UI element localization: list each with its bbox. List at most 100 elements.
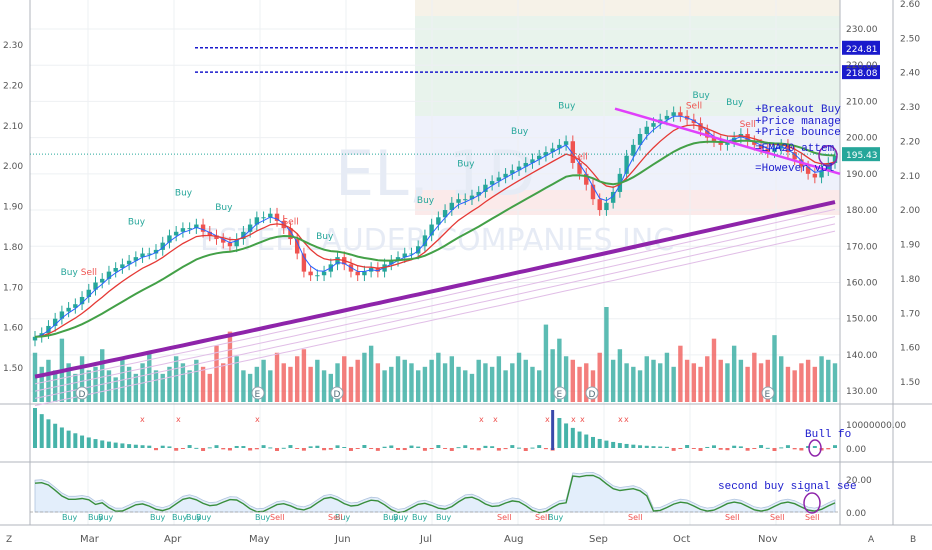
corner-letter: Z: [6, 535, 12, 545]
volume-bar: [315, 359, 320, 402]
indicator1-bar: [631, 444, 636, 448]
volume-bar: [375, 363, 381, 402]
price-axis-tick: 190.00: [846, 170, 878, 180]
price-axis-tick: 210.00: [846, 97, 878, 107]
volume-bar: [73, 373, 78, 402]
sell-marker: x: [493, 415, 498, 424]
volume-bar: [779, 356, 784, 402]
volume-bar: [294, 356, 300, 402]
indicator1-bar: [443, 448, 448, 449]
candle-body: [449, 202, 455, 211]
indicator1-bar: [328, 448, 333, 450]
indicator1-bar: [738, 446, 743, 448]
price-axis-tick: 180.00: [846, 206, 878, 216]
candle-body: [254, 217, 260, 225]
volume-bar: [52, 370, 58, 402]
month-tick: Aug: [504, 534, 524, 545]
ribbon-line: [34, 223, 836, 399]
indicator1-bar: [73, 433, 78, 448]
indicator1-bar: [127, 444, 132, 448]
indicator1-annotation: Bull fo: [805, 429, 851, 441]
candle-body: [241, 231, 246, 240]
candle-body: [577, 162, 582, 174]
indicator1-bar: [147, 445, 152, 448]
indicator1-bar: [100, 440, 105, 448]
candle-body: [610, 191, 616, 203]
candle-body: [153, 249, 159, 254]
month-tick: Nov: [758, 534, 778, 545]
volume-bar: [476, 359, 481, 402]
event-marker-circle: [585, 386, 599, 400]
volume-bar: [684, 359, 690, 402]
outer-axis-tick: 1.90: [900, 241, 920, 251]
candle-body: [227, 242, 233, 247]
volume-bar: [402, 359, 407, 402]
sell-marker: x: [140, 415, 145, 424]
candle-body: [792, 152, 797, 160]
axis-mode-letter: B: [910, 535, 916, 545]
sell-label-indicator2: Sell: [770, 513, 784, 522]
outer-axis-tick: 2.60: [900, 0, 920, 10]
price-badge-label: 224.81: [846, 45, 878, 55]
buy-label-indicator2: Buy: [335, 513, 351, 522]
volume-bar: [281, 363, 286, 402]
volume-bar: [415, 370, 421, 402]
indicator1-bar: [806, 446, 811, 448]
candle-body: [268, 213, 273, 218]
sell-marker: x: [176, 415, 181, 424]
candle-body: [207, 231, 212, 236]
volume-bar: [557, 338, 562, 402]
indicator1-bar: [523, 448, 528, 451]
volume-bar: [718, 359, 723, 402]
sell-label-indicator2: Sell: [628, 513, 642, 522]
indicator1-bar: [113, 442, 118, 448]
volume-bar: [731, 345, 737, 402]
candle-body: [812, 173, 818, 178]
buy-label-indicator2: Buy: [383, 513, 399, 522]
buy-label-indicator2: Buy: [172, 513, 188, 522]
volume-bar: [120, 359, 125, 402]
volume-bar: [362, 352, 367, 402]
price-axis-tick: 140.00: [846, 351, 878, 361]
volume-bar: [577, 366, 582, 402]
highlight-circle: [818, 144, 838, 167]
candle-body: [100, 278, 105, 283]
volume-bar: [321, 370, 327, 402]
candle-body: [442, 210, 448, 218]
indicator1-bar: [638, 445, 643, 448]
indicator1-bar: [711, 445, 716, 448]
left-axis-tick: 1.80: [3, 243, 23, 253]
candle-body: [436, 217, 441, 225]
candle-body: [355, 271, 360, 276]
buy-label: Buy: [128, 218, 146, 228]
volume-bar: [247, 373, 253, 402]
indicator1-bar: [617, 443, 622, 448]
volume-bar: [570, 359, 576, 402]
volume-bar: [133, 373, 139, 402]
indicator1-spike: [551, 410, 555, 450]
outer-axis-tick: 1.70: [900, 309, 920, 319]
volume-bar: [805, 359, 811, 402]
indicator1-bar: [476, 448, 481, 451]
volume-bar: [221, 363, 226, 402]
volume-bar: [469, 373, 475, 402]
outer-axis-tick: 2.40: [900, 69, 920, 79]
volume-bar: [597, 352, 602, 402]
indicator1-bar: [577, 431, 582, 448]
indicator1-bar: [590, 436, 595, 448]
watermark-symbol: EL, 1D: [335, 137, 535, 210]
candle-body: [140, 253, 145, 258]
buy-label: Buy: [316, 232, 334, 242]
price-axis-tick: 220.00: [846, 61, 878, 71]
indicator1-bar: [570, 427, 575, 448]
volume-bar: [32, 352, 38, 402]
buy-label-indicator2: Buy: [150, 513, 166, 522]
volume-bar: [147, 352, 152, 402]
volume-bar: [637, 370, 643, 402]
indicator1-bar: [234, 445, 239, 448]
indicator1-bar: [429, 448, 434, 449]
volume-bar: [106, 370, 112, 402]
candle-body: [805, 166, 811, 174]
candle-body: [113, 268, 118, 272]
candle-body: [597, 199, 602, 211]
